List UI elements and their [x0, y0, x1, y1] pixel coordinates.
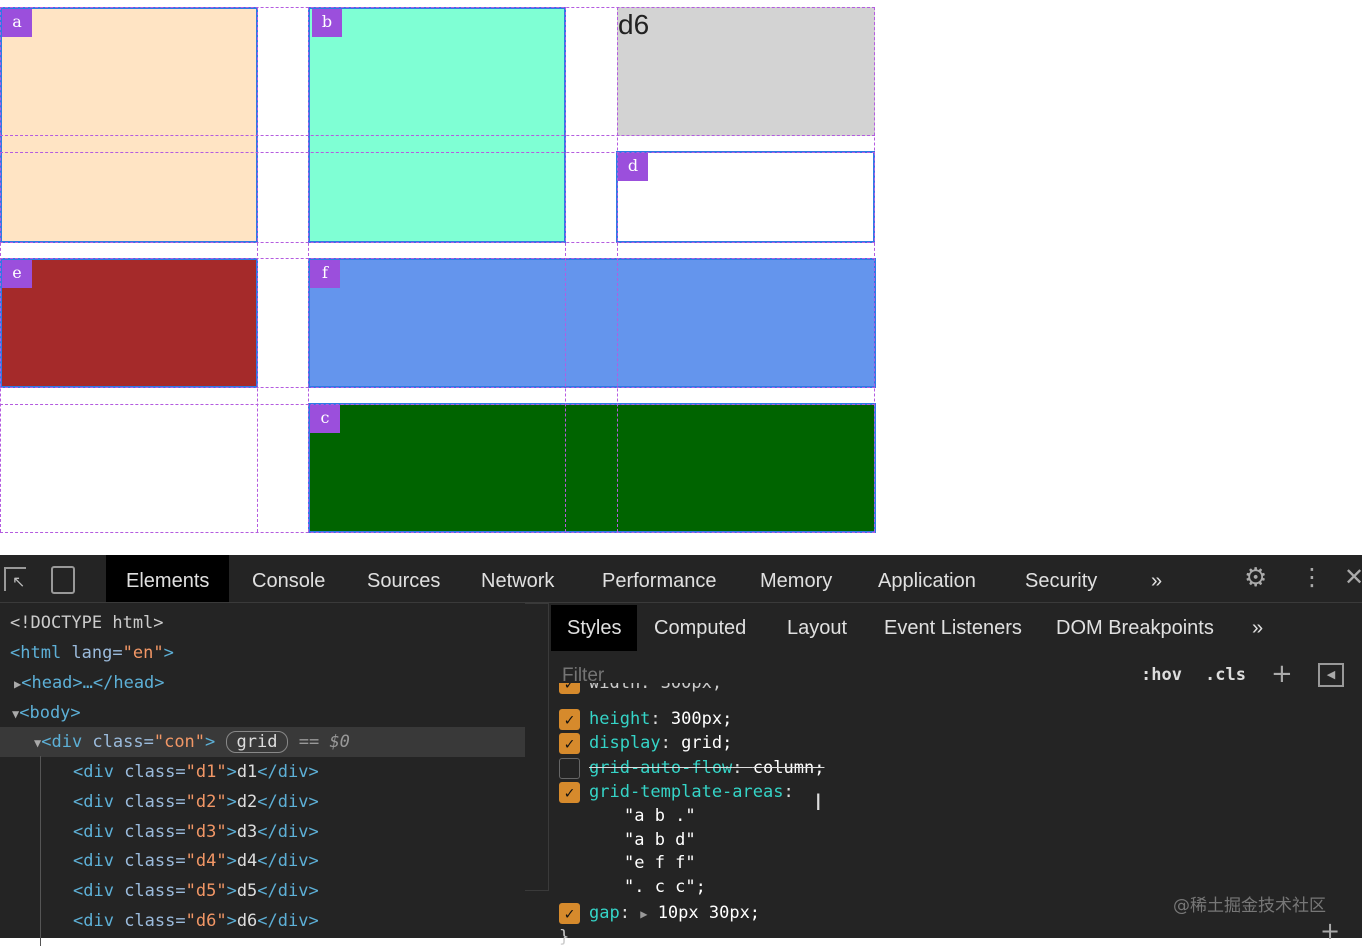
grid-line [308, 7, 309, 532]
tab-application[interactable]: Application [878, 570, 976, 592]
close-icon[interactable]: ✕ [1344, 563, 1362, 591]
styles-pane [550, 603, 1362, 938]
grid-line [0, 387, 875, 388]
checkbox[interactable]: ✓ [559, 733, 580, 755]
grid-line [0, 7, 1, 532]
add-plus-icon[interactable]: + [1320, 917, 1341, 945]
checkbox[interactable]: ✓ [559, 781, 580, 803]
dom-child-div[interactable]: <div class="d4">d4</div> [73, 851, 319, 872]
grid-area-row[interactable]: "e f f" [624, 853, 696, 873]
tab-layout[interactable]: Layout [787, 617, 848, 639]
more-styles-tabs-icon[interactable]: » [1252, 617, 1264, 639]
dom-child-div[interactable]: <div class="d1">d1</div> [73, 762, 319, 782]
checkbox[interactable] [559, 757, 580, 779]
grid-line [0, 152, 875, 153]
checkbox[interactable]: ✓ [559, 903, 580, 924]
css-declaration[interactable]: grid-auto-flow: column; [559, 756, 824, 780]
dom-child-div[interactable]: <div class="d3">d3</div> [73, 821, 319, 842]
more-options-icon[interactable]: ⋮ [1300, 563, 1324, 591]
dom-div-con-selected[interactable]: ▼<div class="con"> grid == $0 [0, 727, 525, 757]
area-label: b [312, 9, 342, 37]
filter-input[interactable] [552, 659, 1112, 693]
css-declaration[interactable]: ✓ grid-template-areas: [559, 780, 794, 804]
settings-gear-icon[interactable]: ⚙ [1244, 563, 1268, 593]
dom-body[interactable]: ▼<body> [12, 703, 81, 723]
tab-computed[interactable]: Computed [654, 617, 747, 639]
device-toolbar-icon[interactable] [51, 566, 75, 594]
tab-sources[interactable]: Sources [367, 570, 441, 592]
dom-child-div[interactable]: <div class="d6">d6</div> [73, 911, 319, 931]
grid-line [874, 7, 875, 532]
css-declaration[interactable]: ✓ height: 300px; [559, 707, 732, 731]
tab-network[interactable]: Network [481, 570, 555, 592]
grid-line [0, 7, 875, 8]
dom-child-div[interactable]: <div class="d5">d5</div> [73, 881, 319, 902]
grid-item-d: d [616, 151, 875, 243]
grid-line [0, 404, 875, 405]
grid-item-f: f [308, 258, 876, 388]
cls-button[interactable]: .cls [1205, 665, 1246, 685]
new-rule-plus-icon[interactable]: + [1271, 659, 1293, 689]
grid-item-e: e [0, 258, 258, 388]
tab-performance[interactable]: Performance [602, 570, 717, 592]
area-label: e [2, 260, 32, 288]
grid-item-c: c [308, 403, 876, 533]
grid-line [0, 258, 875, 259]
area-label: c [310, 405, 340, 433]
dom-doctype[interactable]: <!DOCTYPE html> [10, 613, 164, 633]
inspect-element-icon[interactable]: ↖ [4, 567, 26, 591]
grid-line [617, 7, 618, 532]
tab-security[interactable]: Security [1025, 570, 1098, 592]
devtools-panel: ↖ Elements Console Sources Network Perfo… [0, 555, 1362, 947]
dom-head[interactable]: ▶<head>…</head> [14, 673, 165, 693]
grid-item-d6: d6 [617, 7, 875, 136]
devtools-toolbar [0, 555, 1362, 603]
tab-console[interactable]: Console [252, 570, 326, 592]
more-tabs-icon[interactable]: » [1151, 570, 1163, 592]
grid-line [0, 135, 875, 136]
grid-line [565, 7, 566, 532]
grid-item-a: a [0, 7, 258, 243]
panel-splitter[interactable] [525, 603, 549, 891]
css-cut-line: ✓ width: 300px; [559, 683, 722, 697]
dom-html[interactable]: <html lang="en"> [10, 643, 174, 663]
tab-event-listeners[interactable]: Event Listeners [884, 617, 1022, 639]
grid-area-row[interactable]: "a b ." [624, 806, 696, 826]
hov-button[interactable]: :hov [1141, 665, 1182, 685]
grid-area-row[interactable]: ". c c"; [624, 876, 706, 897]
grid-item-b: b [308, 7, 566, 243]
area-label: f [310, 260, 340, 288]
watermark: @稀土掘金技术社区 [1173, 896, 1326, 916]
css-declaration[interactable]: ✓ display: grid; [559, 731, 732, 755]
grid-line [0, 532, 875, 533]
cursor-ibeam-icon: I [815, 791, 822, 816]
area-label: a [2, 9, 32, 37]
tab-styles[interactable]: Styles [551, 605, 638, 651]
grid-line [0, 242, 875, 243]
tab-elements[interactable]: Elements [106, 555, 230, 602]
checkbox[interactable]: ✓ [559, 709, 580, 730]
tab-dom-breakpoints[interactable]: DOM Breakpoints [1056, 617, 1214, 639]
grid-line [257, 7, 258, 532]
item-text: d6 [618, 9, 650, 40]
grid-badge[interactable]: grid [225, 731, 289, 753]
dom-child-div[interactable]: <div class="d2">d2</div> [73, 791, 319, 812]
area-label: d [618, 153, 648, 181]
toggle-sidebar-icon[interactable]: ◀ [1318, 663, 1344, 687]
dom-tree: <!DOCTYPE html> <html lang="en"> ▶<head>… [0, 608, 525, 946]
grid-area-row[interactable]: "a b d" [624, 829, 696, 850]
tab-memory[interactable]: Memory [760, 570, 833, 592]
css-gap[interactable]: ✓ gap: ▶ 10px 30px; [559, 901, 760, 925]
